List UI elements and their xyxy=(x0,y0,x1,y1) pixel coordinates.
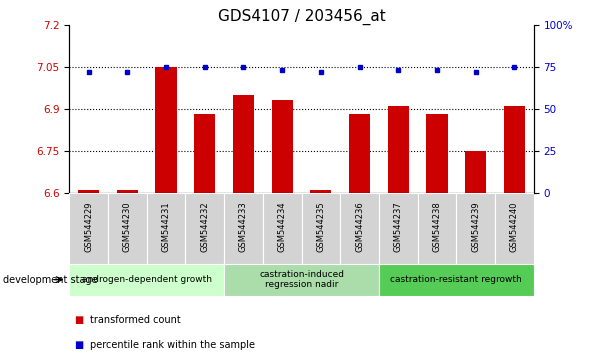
Text: GDS4107 / 203456_at: GDS4107 / 203456_at xyxy=(218,9,385,25)
Text: GSM544233: GSM544233 xyxy=(239,201,248,252)
Bar xyxy=(426,114,447,193)
Text: percentile rank within the sample: percentile rank within the sample xyxy=(90,340,256,350)
Text: GSM544239: GSM544239 xyxy=(471,201,480,252)
Bar xyxy=(379,264,534,296)
Text: GSM544237: GSM544237 xyxy=(394,201,403,252)
Text: GSM544234: GSM544234 xyxy=(277,201,286,252)
Text: GSM544230: GSM544230 xyxy=(123,201,132,252)
Text: androgen-dependent growth: androgen-dependent growth xyxy=(82,275,212,284)
Bar xyxy=(156,67,177,193)
Text: castration-induced
regression nadir: castration-induced regression nadir xyxy=(259,270,344,289)
Bar xyxy=(233,95,254,193)
Text: GSM544240: GSM544240 xyxy=(510,201,519,252)
Bar xyxy=(224,193,263,264)
Bar xyxy=(495,193,534,264)
Bar xyxy=(388,106,409,193)
Bar xyxy=(504,106,525,193)
Bar xyxy=(69,264,224,296)
Text: GSM544235: GSM544235 xyxy=(317,201,326,252)
Text: GSM544238: GSM544238 xyxy=(432,201,441,252)
Bar xyxy=(302,193,340,264)
Text: castration-resistant regrowth: castration-resistant regrowth xyxy=(390,275,522,284)
Text: GSM544232: GSM544232 xyxy=(200,201,209,252)
Bar xyxy=(349,114,370,193)
Text: ■: ■ xyxy=(75,315,88,325)
Bar xyxy=(194,114,215,193)
Bar xyxy=(69,193,108,264)
Bar xyxy=(417,193,456,264)
Bar xyxy=(108,193,147,264)
Bar xyxy=(263,193,302,264)
Bar xyxy=(465,151,486,193)
Bar xyxy=(340,193,379,264)
Text: GSM544231: GSM544231 xyxy=(162,201,171,252)
Bar xyxy=(456,193,495,264)
Bar xyxy=(117,190,138,193)
Bar xyxy=(224,264,379,296)
Bar xyxy=(310,190,332,193)
Text: development stage: development stage xyxy=(3,275,98,285)
Bar xyxy=(271,101,293,193)
Bar xyxy=(186,193,224,264)
Bar xyxy=(379,193,417,264)
Text: transformed count: transformed count xyxy=(90,315,181,325)
Text: GSM544229: GSM544229 xyxy=(84,201,93,252)
Bar xyxy=(78,190,99,193)
Bar xyxy=(147,193,186,264)
Text: ■: ■ xyxy=(75,340,88,350)
Text: GSM544236: GSM544236 xyxy=(355,201,364,252)
